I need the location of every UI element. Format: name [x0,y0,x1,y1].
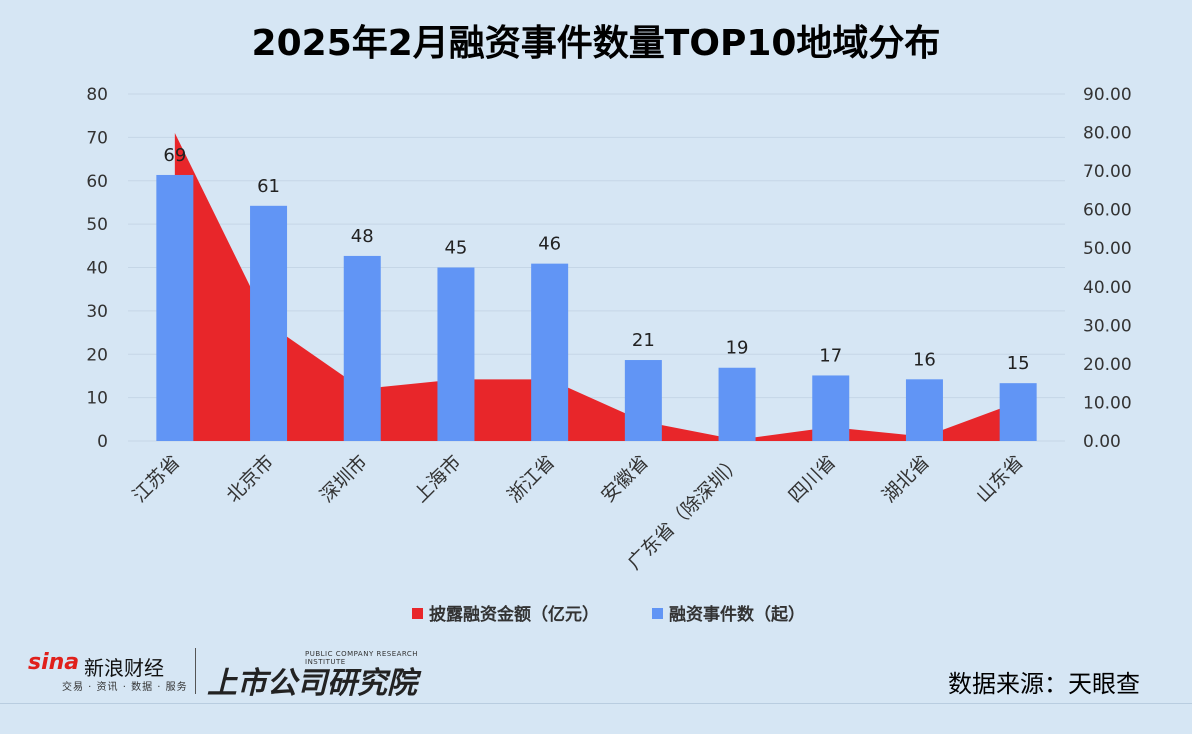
category-label: 北京市 [222,451,278,507]
bar-value-label: 21 [632,330,655,351]
bar [812,375,850,441]
sina-tagline: 交易 · 资讯 · 数据 · 服务 [62,682,188,693]
left-tick-label: 30 [86,302,108,322]
bar [156,174,194,441]
bar [718,367,756,441]
sina-brand: sina [28,650,80,675]
right-tick-label: 50.00 [1083,239,1132,259]
bar-value-label: 16 [913,349,936,370]
sina-finance-logo: sina 新浪财经 交易 · 资讯 · 数据 · 服务 [28,650,188,694]
bar-value-label: 19 [726,338,749,359]
right-axis: 0.00 10.00 20.00 30.00 40.00 50.00 60.00 70.00 8… [1083,85,1132,452]
legend-label: 披露融资金额（亿元） [429,604,599,625]
institute-logo: PUBLIC COMPANY RESEARCH INSTITUTE 上市公司研究… [205,648,435,701]
bar-value-label: 48 [351,226,374,247]
bar-value-label: 17 [819,345,842,366]
bar [531,263,569,441]
right-tick-label: 20.00 [1083,355,1132,375]
category-label: 深圳市 [316,451,372,507]
left-tick-label: 0 [97,432,108,452]
bar-series [156,174,1037,441]
bar [905,379,943,441]
right-tick-label: 30.00 [1083,316,1132,336]
area-series-fill [174,133,1019,441]
bar [999,383,1037,441]
left-tick-label: 40 [86,259,108,279]
right-tick-label: 70.00 [1083,162,1132,182]
category-label: 四川省 [784,451,840,507]
logo-divider [195,648,196,694]
footer-bar [0,703,1192,734]
data-labels: 69 61 48 45 46 21 19 17 16 15 [163,145,1029,374]
right-tick-label: 90.00 [1083,85,1132,105]
category-label: 安徽省 [597,451,653,507]
right-tick-label: 40.00 [1083,278,1132,298]
sina-cn-name: 新浪财经 [84,656,164,680]
left-tick-label: 60 [86,172,108,192]
left-tick-label: 70 [86,128,108,148]
category-label: 湖北省 [878,451,934,507]
bar-value-label: 45 [444,238,467,259]
bar-value-label: 61 [257,176,280,197]
bar [343,255,381,441]
right-tick-label: 0.00 [1083,432,1121,452]
bar [624,360,662,441]
data-source: 数据来源：天眼查 [948,670,1140,698]
institute-en: PUBLIC COMPANY RESEARCH INSTITUTE [305,650,419,666]
category-label: 江苏省 [129,451,185,507]
bar [437,267,475,441]
legend-label: 融资事件数（起） [669,604,805,625]
page-title: 2025年2月融资事件数量TOP10地域分布 [251,23,941,64]
bar-value-label: 69 [163,145,186,166]
right-tick-label: 80.00 [1083,124,1132,144]
left-tick-label: 10 [86,389,108,409]
bar-value-label: 15 [1007,353,1030,374]
bar-value-label: 46 [538,234,561,255]
legend: 披露融资金额（亿元） 融资事件数（起） [412,604,805,625]
category-label: 山东省 [972,451,1028,507]
right-tick-label: 60.00 [1083,201,1132,221]
left-tick-label: 20 [86,345,108,365]
bar [250,205,288,441]
right-tick-label: 10.00 [1083,393,1132,413]
left-axis: 0 10 20 30 40 50 60 70 80 [86,85,108,452]
category-label: 上海市 [410,451,466,507]
legend-swatch [412,608,423,619]
legend-swatch [652,608,663,619]
left-tick-label: 80 [86,85,108,105]
area-series [174,133,1019,441]
category-label: 浙江省 [503,451,559,507]
institute-cn: 上市公司研究院 [207,666,417,701]
left-tick-label: 50 [86,215,108,235]
